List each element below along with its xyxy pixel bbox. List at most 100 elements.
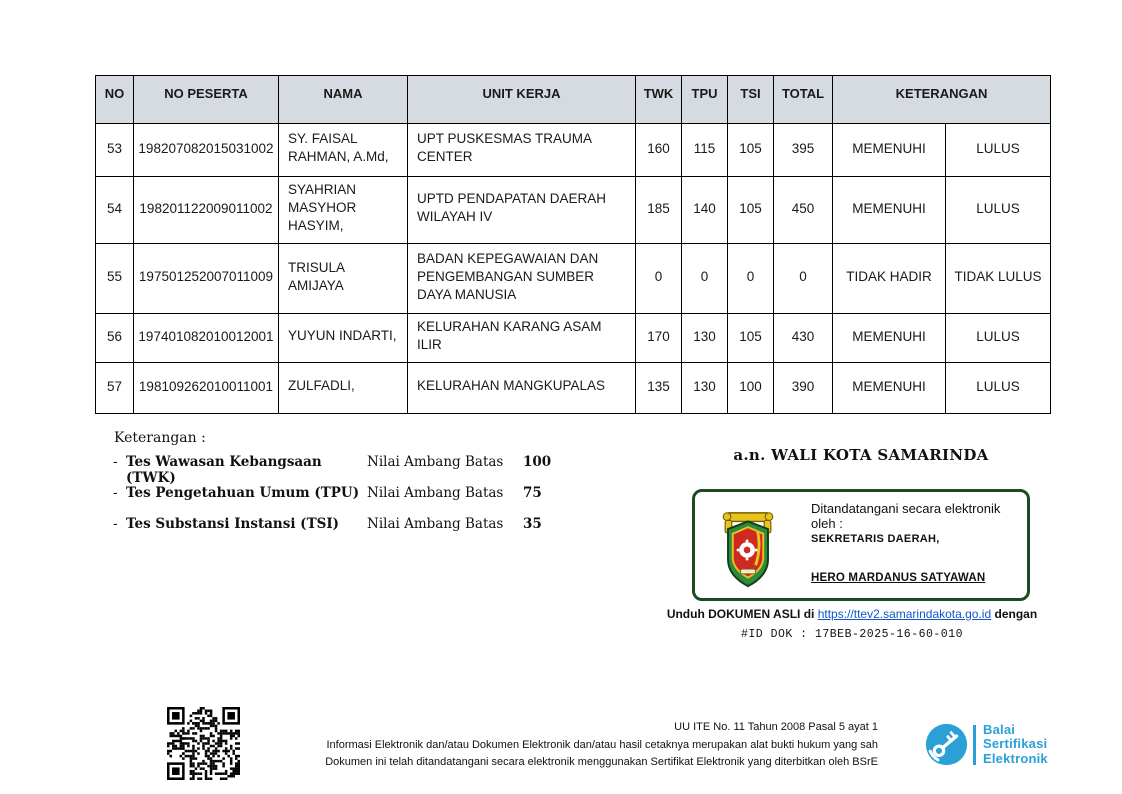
table-row: 56 197401082010012001 YUYUN INDARTI, KEL…: [95, 313, 1052, 363]
cell-tsi: 0: [727, 243, 774, 314]
cell-no: 56: [95, 313, 134, 363]
cell-no: 53: [95, 123, 134, 177]
bsre-logo: Balai Sertifikasi Elektronik: [924, 722, 1048, 767]
cell-tpu: 0: [681, 243, 728, 314]
legend-dash: -: [113, 454, 118, 470]
cell-tsi: 105: [727, 313, 774, 363]
cell-tsi: 105: [727, 176, 774, 244]
col-header-unit-kerja: UNIT KERJA: [407, 75, 636, 124]
cell-nama: TRISULA AMIJAYA: [278, 243, 408, 314]
legal-line: Dokumen ini telah ditandatangani secara …: [325, 756, 878, 768]
cell-twk: 170: [635, 313, 682, 363]
cell-keterangan-1: MEMENUHI: [832, 176, 946, 244]
cell-no-peserta: 198109262010011001: [133, 362, 279, 414]
cell-total: 390: [773, 362, 833, 414]
cell-unit-kerja: KELURAHAN KARANG ASAM ILIR: [407, 313, 636, 363]
signer-title: SEKRETARIS DAERAH,: [811, 533, 940, 545]
cell-no: 55: [95, 243, 134, 314]
cell-keterangan-2: TIDAK LULUS: [944, 243, 1052, 314]
legend-title: Keterangan :: [114, 430, 206, 446]
electronic-signature-box: Ditandatangani secara elektronik oleh : …: [692, 489, 1030, 601]
cell-total: 0: [773, 243, 833, 314]
samarinda-city-emblem-icon: [722, 512, 774, 588]
download-suffix: dengan: [991, 607, 1038, 621]
legend-threshold-value: 75: [523, 485, 542, 501]
cell-twk: 0: [635, 243, 682, 314]
cell-twk: 135: [635, 362, 682, 414]
cell-keterangan-1: MEMENUHI: [832, 362, 946, 414]
signed-electronically-label: Ditandatangani secara elektronik oleh :: [811, 501, 1001, 531]
cell-keterangan-2: LULUS: [944, 362, 1052, 414]
legend-label: Tes Pengetahuan Umum (TPU): [126, 485, 360, 501]
cell-tpu: 115: [681, 123, 728, 177]
legend-label: Tes Wawasan Kebangsaan (TWK): [126, 454, 322, 486]
cell-unit-kerja: UPT PUSKESMAS TRAUMA CENTER: [407, 123, 636, 177]
cell-total: 450: [773, 176, 833, 244]
legal-footer: UU ITE No. 11 Tahun 2008 Pasal 5 ayat 1 …: [198, 719, 878, 772]
signature-heading: a.n. WALI KOTA SAMARINDA: [733, 446, 989, 464]
table-row: 55 197501252007011009 TRISULA AMIJAYA BA…: [95, 243, 1052, 314]
cell-total: 430: [773, 313, 833, 363]
bsre-divider: [973, 724, 976, 765]
cell-no-peserta: 198207082015031002: [133, 123, 279, 177]
col-header-no: NO: [95, 75, 134, 124]
legend-dash: -: [113, 516, 118, 532]
download-prefix: Unduh: [666, 607, 709, 621]
cell-keterangan-2: LULUS: [944, 313, 1052, 363]
cell-keterangan-1: TIDAK HADIR: [832, 243, 946, 314]
cell-keterangan-1: MEMENUHI: [832, 313, 946, 363]
legend-item-twk: - Tes Wawasan Kebangsaan (TWK) Nilai Amb…: [113, 454, 552, 486]
cell-keterangan-1: MEMENUHI: [832, 123, 946, 177]
cell-tpu: 140: [681, 176, 728, 244]
qr-code: [167, 707, 240, 780]
bsre-key-icon: [925, 723, 968, 766]
col-header-twk: TWK: [635, 75, 682, 124]
col-header-no-peserta: NO PESERTA: [133, 75, 279, 124]
bsre-word: Elektronik: [983, 750, 1048, 766]
cell-keterangan-2: LULUS: [944, 123, 1052, 177]
legal-line: UU ITE No. 11 Tahun 2008 Pasal 5 ayat 1: [674, 721, 878, 733]
bsre-word: Sertifikasi: [983, 736, 1048, 752]
download-instruction: Unduh DOKUMEN ASLI di https://ttev2.sama…: [652, 607, 1052, 621]
cell-tpu: 130: [681, 313, 728, 363]
cell-tsi: 105: [727, 123, 774, 177]
cell-tpu: 130: [681, 362, 728, 414]
cell-no-peserta: 198201122009011002: [133, 176, 279, 244]
document-id: #ID DOK : 17BEB-2025-16-60-010: [740, 628, 964, 641]
cell-tsi: 100: [727, 362, 774, 414]
document-verification-link[interactable]: https://ttev2.samarindakota.go.id: [817, 607, 992, 621]
cell-no: 54: [95, 176, 134, 244]
table-header-row: NO NO PESERTA NAMA UNIT KERJA TWK TPU TS…: [95, 75, 1052, 124]
cell-nama: YUYUN INDARTI,: [278, 313, 408, 363]
signer-name: HERO MARDANUS SATYAWAN: [811, 572, 986, 584]
cell-nama: SY. FAISAL RAHMAN, A.Md,: [278, 123, 408, 177]
cell-nama: SYAHRIAN MASYHOR HASYIM,: [278, 176, 408, 244]
cell-nama: ZULFADLI,: [278, 362, 408, 414]
download-mid: di: [800, 607, 818, 621]
table-row: 53 198207082015031002 SY. FAISAL RAHMAN,…: [95, 123, 1052, 177]
signature-text-block: Ditandatangani secara elektronik oleh : …: [811, 501, 1027, 545]
legend-dash: -: [113, 485, 118, 501]
table-row: 54 198201122009011002 SYAHRIAN MASYHOR H…: [95, 176, 1052, 244]
legal-line: Informasi Elektronik dan/atau Dokumen El…: [326, 738, 878, 751]
cell-twk: 185: [635, 176, 682, 244]
legend-threshold-text: Nilai Ambang Batas: [367, 516, 504, 532]
col-header-nama: NAMA: [278, 75, 408, 124]
legend-threshold-text: Nilai Ambang Batas: [367, 454, 504, 470]
cell-twk: 160: [635, 123, 682, 177]
table-row: 57 198109262010011001 ZULFADLI, KELURAHA…: [95, 362, 1052, 414]
cell-unit-kerja: KELURAHAN MANGKUPALAS: [407, 362, 636, 414]
cell-no-peserta: 197401082010012001: [133, 313, 279, 363]
bsre-wordmark: Balai Sertifikasi Elektronik: [983, 722, 1048, 767]
legend-threshold-text: Nilai Ambang Batas: [367, 485, 504, 501]
cell-no-peserta: 197501252007011009: [133, 243, 279, 314]
cell-no: 57: [95, 362, 134, 414]
legend-threshold-value: 35: [523, 516, 542, 532]
download-bold-label: DOKUMEN ASLI: [708, 607, 801, 621]
legend-label: Tes Substansi Instansi (TSI): [126, 516, 340, 532]
col-header-total: TOTAL: [773, 75, 833, 124]
cell-keterangan-2: LULUS: [944, 176, 1052, 244]
legend-threshold-value: 100: [523, 454, 552, 470]
cell-total: 395: [773, 123, 833, 177]
